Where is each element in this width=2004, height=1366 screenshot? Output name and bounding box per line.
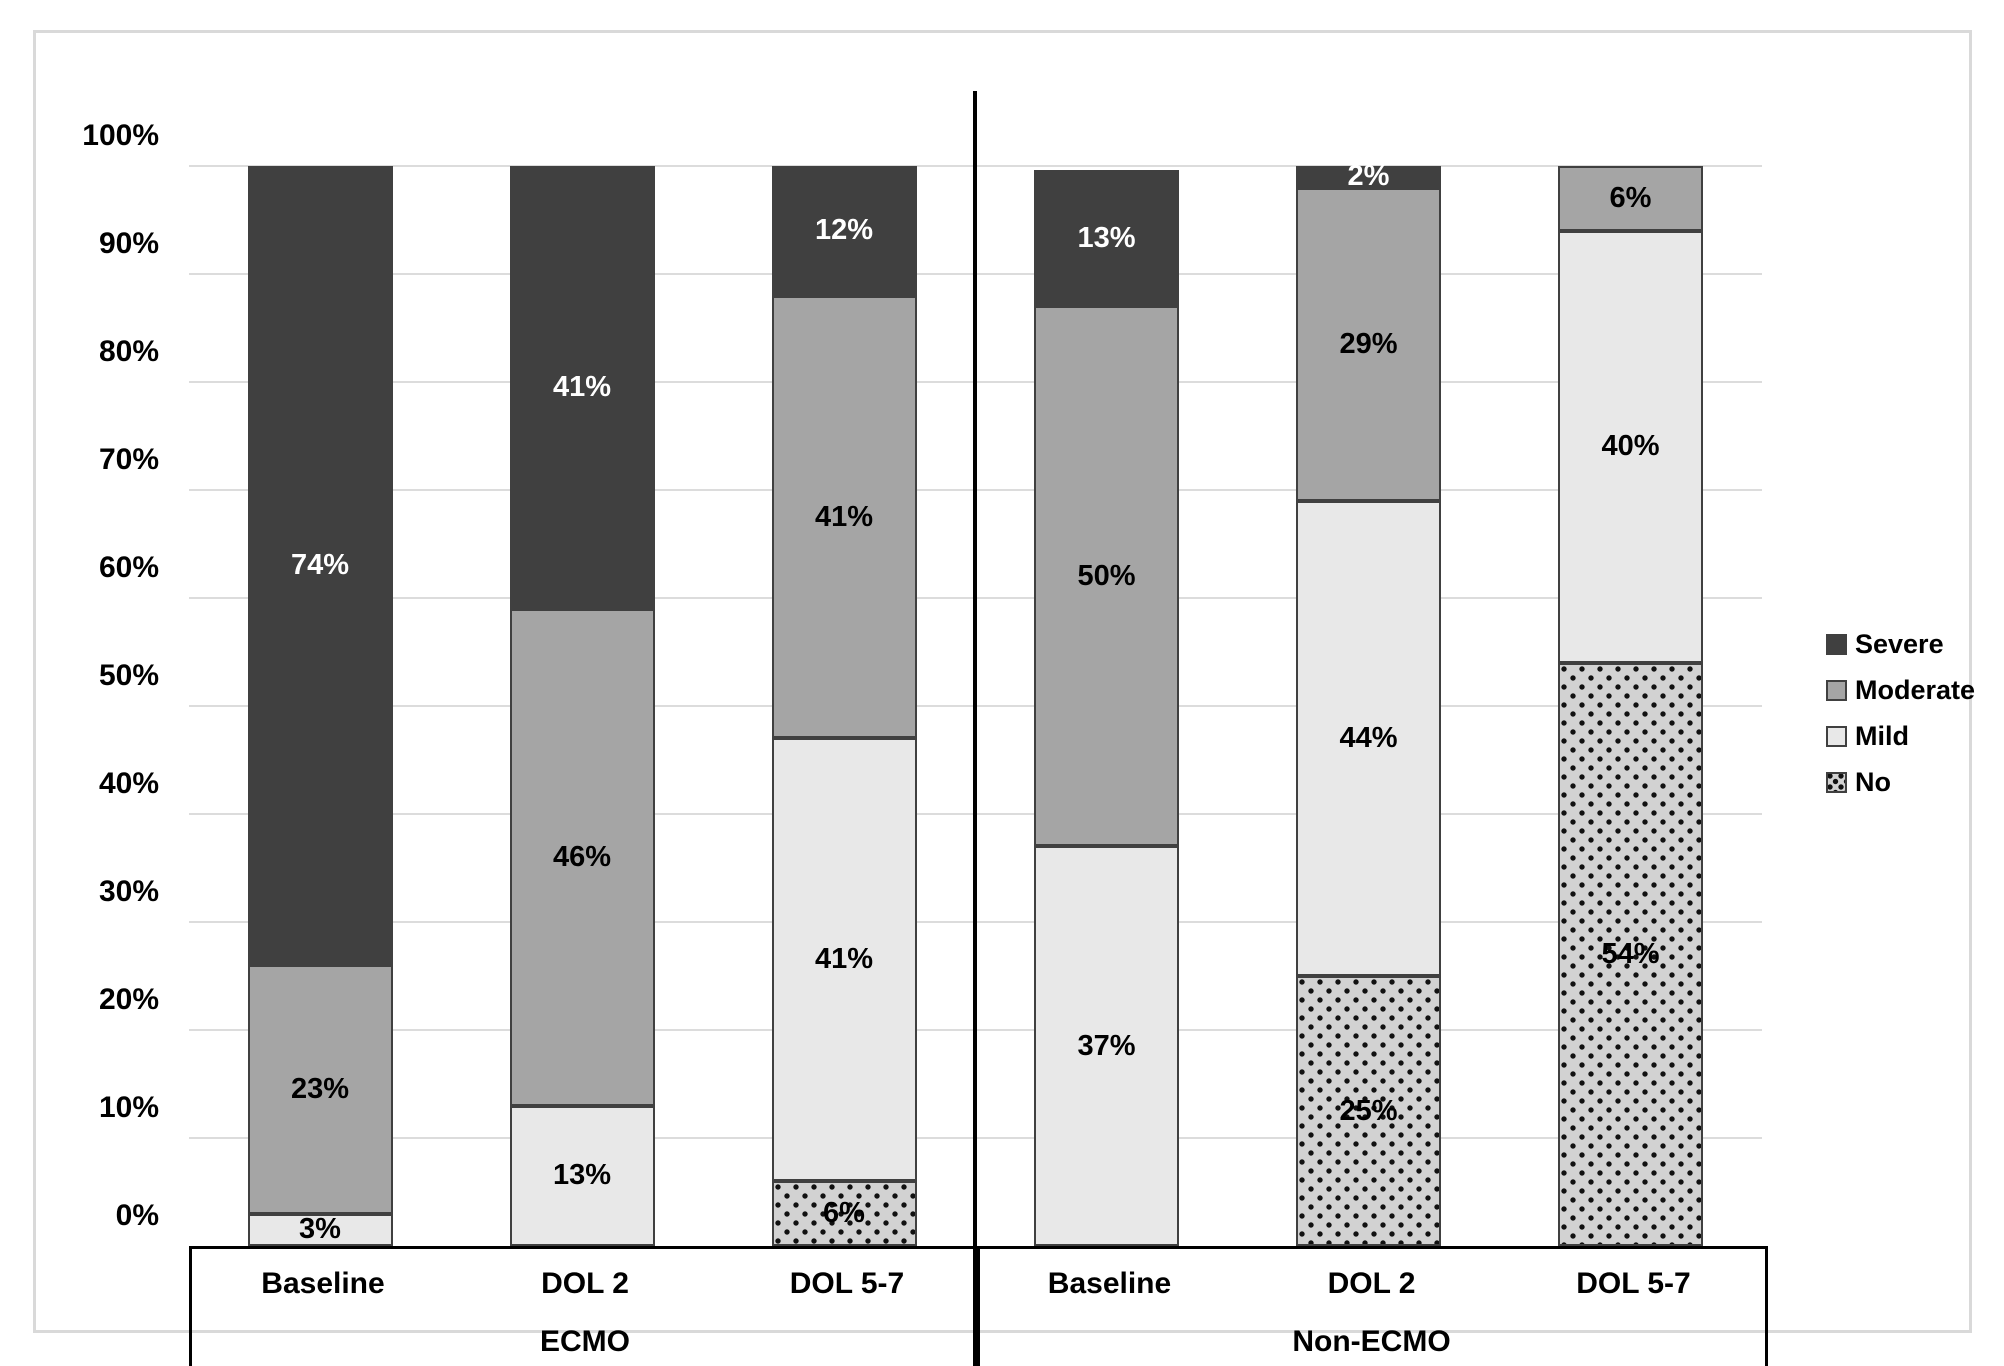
bar-non-ecmo-dol-2: 25% 44% 29% 2%: [1296, 160, 1441, 1246]
segment-value-label: 41%: [814, 500, 874, 533]
y-tick-label-90: 90%: [98, 227, 159, 260]
y-tick-label-30: 30%: [98, 875, 159, 908]
legend-label: Moderate: [1855, 675, 1976, 705]
y-tick-label-50: 50%: [98, 659, 159, 692]
bar-segment-mild: 13%: [509, 1105, 655, 1246]
segment-value-label: 6%: [823, 1197, 865, 1230]
bar-segment-severe: 13%: [1034, 170, 1179, 307]
bar-segment-mild: 40%: [1558, 230, 1703, 663]
legend-item-moderate: Moderate: [1826, 675, 1975, 706]
segment-value-label: 54%: [1601, 937, 1660, 970]
bar-non-ecmo-dol-5-7: 54% 40% 6%: [1558, 166, 1703, 1246]
segment-value-label: 74%: [290, 549, 350, 582]
bar-segment-severe: 41%: [509, 166, 655, 609]
segment-value-label: 13%: [552, 1159, 612, 1192]
group-label-non-ecmo: Non-ECMO: [1292, 1325, 1451, 1358]
y-tick-label-10: 10%: [98, 1091, 159, 1124]
segment-value-label: 3%: [299, 1213, 341, 1246]
segment-value-label: 13%: [1077, 221, 1136, 254]
bar-segment-moderate: 6%: [1558, 166, 1703, 231]
legend: Severe Moderate Mild No: [1826, 629, 1975, 798]
segment-value-label: 50%: [1077, 559, 1136, 592]
segment-value-label: 37%: [1077, 1029, 1136, 1062]
legend-item-severe: Severe: [1826, 629, 1975, 660]
bar-segment-moderate: 50%: [1034, 306, 1179, 847]
bar-segment-no: 6%: [771, 1181, 917, 1246]
category-label-ecmo-dol-5-7: DOL 5-7: [789, 1267, 905, 1300]
legend-swatch-mild-icon: [1826, 726, 1847, 747]
category-label-non-ecmo-baseline: Baseline: [1047, 1267, 1172, 1300]
category-label-non-ecmo-dol-5-7: DOL 5-7: [1576, 1267, 1691, 1300]
legend-swatch-moderate-icon: [1826, 680, 1847, 701]
bar-segment-no: 54%: [1558, 662, 1703, 1246]
segment-value-label: 46%: [552, 840, 612, 873]
segment-value-label: 12%: [814, 214, 874, 247]
y-tick-label-70: 70%: [98, 443, 159, 476]
segment-value-label: 23%: [290, 1072, 350, 1105]
segment-value-label: 2%: [1347, 160, 1390, 193]
bar-segment-mild: 37%: [1034, 846, 1179, 1246]
y-tick-label-40: 40%: [98, 767, 159, 800]
legend-swatch-severe-icon: [1826, 634, 1847, 655]
y-tick-label-60: 60%: [98, 551, 159, 584]
legend-label: Mild: [1855, 721, 1909, 751]
segment-value-label: 29%: [1339, 327, 1398, 360]
bar-segment-moderate: 23%: [247, 965, 393, 1214]
bar-segment-severe: 74%: [247, 166, 393, 966]
segment-value-label: 44%: [1339, 721, 1398, 754]
group-label-ecmo: ECMO: [540, 1325, 630, 1358]
bar-ecmo-baseline: 3% 23% 74%: [247, 166, 393, 1246]
bar-segment-mild: 44%: [1296, 500, 1441, 976]
bar-segment-moderate: 46%: [509, 608, 655, 1106]
legend-item-mild: Mild: [1826, 721, 1975, 752]
bar-segment-moderate: 29%: [1296, 187, 1441, 501]
bar-non-ecmo-baseline: 37% 50% 13%: [1034, 170, 1179, 1246]
segment-value-label: 6%: [1609, 181, 1652, 214]
segment-value-label: 41%: [814, 943, 874, 976]
legend-label: Severe: [1855, 629, 1944, 659]
legend-item-no: No: [1826, 767, 1975, 798]
bar-ecmo-dol-2: 13% 46% 41%: [509, 166, 655, 1246]
legend-label: No: [1855, 767, 1891, 797]
category-axis-box: Baseline DOL 2 DOL 5-7 ECMO Baseline DOL 2 DOL…: [189, 1246, 1768, 1366]
category-label-non-ecmo-dol-2: DOL 2: [1327, 1267, 1416, 1300]
group-divider-line: [976, 1249, 980, 1366]
y-tick-label-20: 20%: [98, 983, 159, 1016]
y-tick-label-0: 0%: [115, 1199, 159, 1232]
legend-swatch-no-icon: [1826, 772, 1847, 793]
segment-value-label: 40%: [1601, 430, 1660, 463]
bar-segment-mild: 41%: [771, 738, 917, 1182]
bar-segment-moderate: 41%: [771, 295, 917, 739]
category-label-ecmo-dol-2: DOL 2: [541, 1267, 629, 1300]
bar-segment-severe: 12%: [771, 166, 917, 296]
chart-frame: 3% 23% 74% 13% 46% 41% 6% 41% 41% 12% 37% 50% 13% 25%…: [33, 30, 1975, 1366]
y-tick-label-100: 100%: [82, 119, 159, 152]
plot-area: 3% 23% 74% 13% 46% 41% 6% 41% 41% 12% 37% 50% 13% 25%…: [189, 160, 1762, 1246]
segment-value-label: 41%: [552, 370, 612, 403]
bar-ecmo-dol-5-7: 6% 41% 41% 12%: [771, 166, 917, 1246]
bar-segment-no: 25%: [1296, 976, 1441, 1246]
ecmo-separator-line: [973, 91, 977, 1366]
bar-segment-severe: 2%: [1296, 160, 1441, 192]
category-label-ecmo-baseline: Baseline: [261, 1267, 385, 1300]
segment-value-label: 25%: [1339, 1094, 1398, 1127]
y-tick-label-80: 80%: [98, 335, 159, 368]
bar-segment-mild: 3%: [247, 1213, 393, 1246]
